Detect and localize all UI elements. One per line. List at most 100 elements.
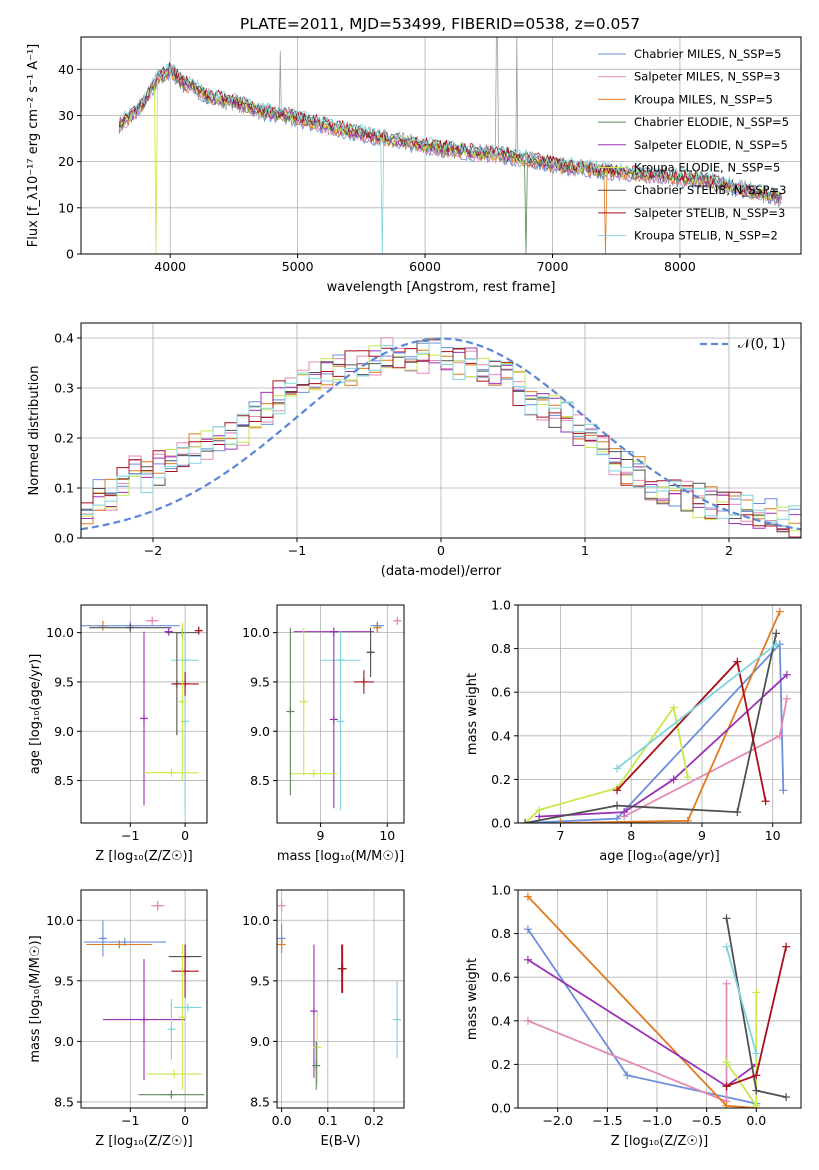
x-axis-label: (data-model)/error: [381, 564, 502, 579]
plot-residuals: −2 −1 0 1 2 0.0 0.1 0.2 0.3 0.4 (data-model)/error…: [27, 322, 802, 579]
plot-area: [523, 892, 791, 1108]
errorbar-point: [144, 768, 199, 777]
y-axis-label: Normed distribution: [27, 366, 42, 496]
errorbar-point: [146, 1070, 202, 1079]
x-axis-label: Z [log₁₀(Z/Z☉)]: [95, 849, 192, 864]
axes-frame: [276, 604, 405, 824]
axes-frame: [517, 604, 802, 824]
errorbar-point: [393, 616, 402, 625]
series-line-c2: [527, 895, 757, 1108]
y-axis-label: mass weight: [465, 673, 480, 755]
y-tick-label: 9.5: [54, 973, 74, 988]
plot-area: [286, 616, 402, 811]
y-tick-label: 10.0: [242, 913, 270, 928]
legend-label: Chabrier ELODIE, N_SSP=5: [634, 115, 789, 129]
legend-label: Kroupa STELIB, N_SSP=2: [634, 229, 778, 243]
errorbar-point: [138, 1090, 205, 1099]
errorbar-point: [373, 622, 382, 633]
plot-weight-metallicity: −2.0 −1.5 −1.0 −0.5 0.0 0.0 0.2 0.4 0.6 0.8 1.0 Z […: [465, 883, 802, 1149]
y-axis-label: mass weight: [465, 958, 480, 1040]
legend-label: Kroupa ELODIE, N_SSP=5: [634, 161, 780, 175]
errorbar-point: [167, 999, 176, 1060]
y-tick-label: 0.2: [54, 431, 74, 446]
errorbar-point: [102, 959, 186, 1081]
plot-spectrum: 4000 5000 6000 7000 8000 0 10 20 30 40 wavelength …: [26, 36, 802, 295]
y-tick-label: 9.5: [250, 973, 270, 988]
x-tick-label: 0.1: [318, 1113, 338, 1128]
series-line-c2: [560, 611, 781, 823]
x-tick-label: 4000: [154, 259, 186, 274]
x-axis-label: E(B-V): [320, 1134, 360, 1149]
x-tick-label: −2.0: [543, 1113, 573, 1128]
histogram-c8: [81, 338, 801, 523]
legend-label: Chabrier STELIB, N_SSP=3: [634, 183, 786, 197]
y-tick-label: 0.4: [491, 728, 511, 743]
y-tick-label: 0.1: [54, 481, 74, 496]
legend: 𝒩(0, 1): [700, 337, 785, 352]
y-tick-label: 10.0: [242, 625, 270, 640]
axes-frame: [80, 889, 208, 1109]
plot-age-metallicity: −1 0 8.5 9.0 9.5 10.0 Z [log₁₀(Z/Z☉)] age [log₁…: [28, 604, 208, 864]
x-tick-label: 9: [698, 828, 706, 843]
errorbar-point: [329, 630, 338, 809]
x-tick-label: −1.5: [592, 1113, 622, 1128]
plot-area: [81, 616, 203, 814]
y-tick-label: 9.5: [54, 674, 74, 689]
series-line-c4: [539, 674, 788, 818]
x-axis-label: mass [log₁₀(M/M☉)]: [277, 849, 404, 864]
x-tick-label: 9: [316, 828, 324, 843]
y-tick-label: 0.6: [491, 685, 511, 700]
y-tick-label: 10.0: [46, 913, 74, 928]
y-tick-label: 0.0: [54, 531, 74, 546]
x-axis-label: wavelength [Angstrom, rest frame]: [327, 280, 556, 295]
axes-frame: [80, 604, 208, 824]
series-line-c6: [524, 633, 778, 823]
y-tick-label: 9.0: [250, 724, 270, 739]
series-line-c8: [616, 643, 777, 770]
x-tick-label: 0: [181, 1113, 189, 1128]
errorbar-point: [299, 627, 308, 776]
plot-age-mass: 9 10 8.5 9.0 9.5 10.0 mass [log₁₀(M/M☉)]: [242, 604, 405, 864]
x-tick-label: −0.5: [691, 1113, 721, 1128]
y-tick-label: 9.0: [250, 1034, 270, 1049]
plot-area: [521, 607, 791, 823]
x-tick-label: 8: [627, 828, 635, 843]
legend-label: Salpeter ELODIE, N_SSP=5: [634, 138, 788, 152]
y-tick-label: 0: [66, 247, 74, 262]
errorbar-point: [290, 769, 338, 778]
x-tick-label: −1.0: [642, 1113, 672, 1128]
errorbar-point: [171, 944, 199, 998]
y-tick-label: 0.8: [491, 641, 511, 656]
y-axis-label: Flux [f_λ10⁻¹⁷ erg cm⁻² s⁻¹ A⁻¹]: [26, 44, 41, 248]
x-tick-label: 7000: [537, 259, 569, 274]
errorbar-point: [174, 1003, 202, 1012]
plot-area: [118, 37, 783, 254]
y-tick-label: 1.0: [491, 598, 511, 613]
y-tick-label: 30: [58, 108, 74, 123]
y-tick-label: 0.0: [491, 1101, 511, 1116]
x-tick-label: 0.2: [364, 1113, 384, 1128]
series-line-c5: [524, 705, 689, 823]
errorbar-point: [312, 1041, 321, 1090]
errorbar-point: [277, 938, 286, 951]
y-axis-label: age [log₁₀(age/yr)]: [28, 654, 43, 775]
y-tick-label: 9.0: [54, 724, 74, 739]
x-tick-label: 2: [725, 543, 733, 558]
plot-mass-ebv: 0.0 0.1 0.2 8.5 9.0 9.5 10.0 E(B-V): [242, 889, 405, 1149]
errorbar-point: [178, 622, 187, 781]
plot-weight-age: 7 8 9 10 0.0 0.2 0.4 0.6 0.8 1.0 age [log₁₀(age/yr…: [465, 598, 802, 864]
errorbar-point: [98, 920, 107, 957]
legend: Chabrier MILES, N_SSP=5 Salpeter MILES, N…: [598, 47, 789, 243]
x-axis-label: Z [log₁₀(Z/Z☉)]: [95, 1134, 192, 1149]
y-tick-label: 8.5: [54, 773, 74, 788]
model-spectrum-c8: [119, 63, 782, 254]
errorbar-point: [336, 632, 345, 811]
x-tick-label: −1: [121, 1113, 139, 1128]
x-tick-label: 8000: [664, 259, 696, 274]
x-tick-label: 0.0: [746, 1113, 766, 1128]
x-tick-label: 0: [437, 543, 445, 558]
y-tick-label: 0.8: [491, 926, 511, 941]
x-tick-label: 6000: [409, 259, 441, 274]
legend-label: 𝒩(0, 1): [738, 337, 785, 352]
